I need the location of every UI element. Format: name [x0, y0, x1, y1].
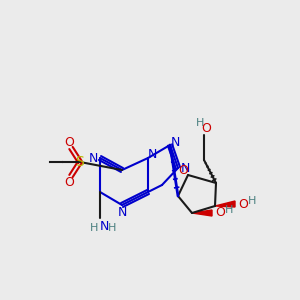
- Text: O: O: [238, 197, 248, 211]
- Text: S: S: [76, 155, 84, 169]
- Text: N: N: [180, 161, 190, 175]
- Polygon shape: [192, 210, 212, 216]
- Text: N: N: [117, 206, 127, 218]
- Text: O: O: [215, 206, 225, 220]
- Text: N: N: [99, 220, 109, 233]
- Text: N: N: [88, 152, 98, 164]
- Text: H: H: [196, 118, 204, 128]
- Text: H: H: [248, 196, 256, 206]
- Text: O: O: [178, 164, 188, 178]
- Text: O: O: [64, 176, 74, 188]
- Text: H: H: [90, 223, 98, 233]
- Polygon shape: [215, 201, 235, 207]
- Text: O: O: [201, 122, 211, 134]
- Text: H: H: [225, 205, 233, 215]
- Text: N: N: [147, 148, 157, 161]
- Text: O: O: [64, 136, 74, 148]
- Text: N: N: [170, 136, 180, 148]
- Text: H: H: [108, 223, 116, 233]
